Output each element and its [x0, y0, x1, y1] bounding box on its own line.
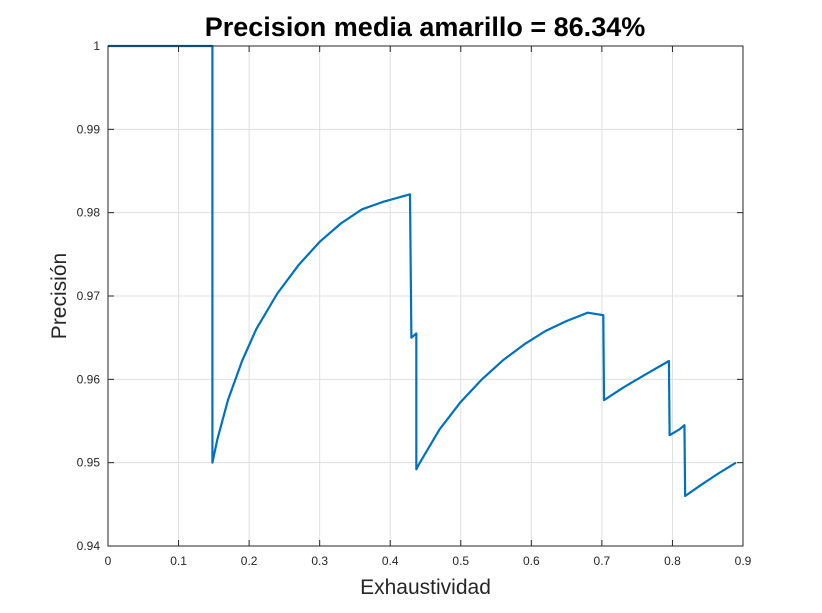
x-tick-label: 0.7 — [594, 554, 611, 568]
y-tick-label: 0.94 — [77, 539, 101, 553]
x-tick-label: 0.4 — [382, 554, 399, 568]
y-tick-label: 0.98 — [77, 206, 101, 220]
x-tick-label: 0.8 — [664, 554, 681, 568]
x-tick-label: 0.3 — [311, 554, 328, 568]
y-tick-label: 0.96 — [77, 372, 101, 386]
y-tick-label: 0.97 — [77, 289, 101, 303]
y-tick-label: 0.95 — [77, 456, 101, 470]
plot-area — [108, 44, 737, 498]
chart-title: Precision media amarillo = 86.34% — [205, 12, 645, 42]
x-tick-label: 0 — [105, 554, 112, 568]
y-tick-label: 0.99 — [77, 122, 101, 136]
x-tick-label: 0.9 — [735, 554, 752, 568]
y-axis-label: Precisión — [48, 253, 71, 339]
series-line — [108, 44, 737, 498]
x-axis-label: Exhaustividad — [360, 576, 491, 599]
axis-ticks: 0 0.1 0.2 0.3 0.4 0.5 0.6 0.7 0.8 0.9 0.94 0.95 0.96… — [77, 39, 752, 568]
y-tick-label: 1 — [93, 39, 100, 53]
grid-lines — [107, 45, 744, 547]
x-tick-label: 0.6 — [523, 554, 540, 568]
x-tick-label: 0.2 — [241, 554, 258, 568]
x-tick-label: 0.1 — [170, 554, 187, 568]
x-tick-label: 0.5 — [452, 554, 469, 568]
